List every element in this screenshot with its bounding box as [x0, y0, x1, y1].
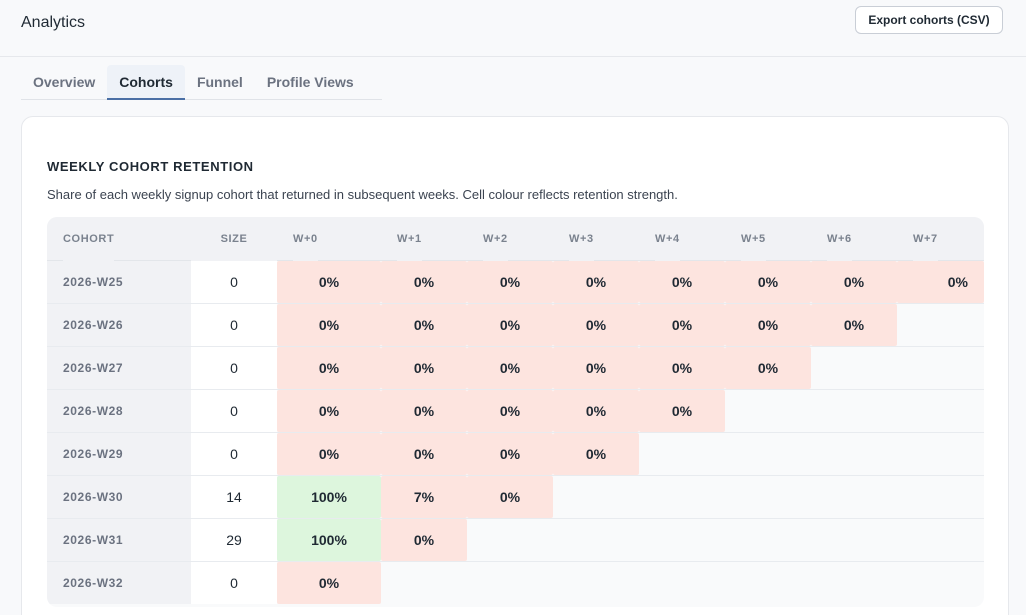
retention-cell: 100% — [277, 519, 381, 561]
cohort-label: 2026-W31 — [47, 519, 191, 561]
retention-cell: 0% — [553, 433, 639, 475]
cohort-size: 0 — [191, 390, 277, 432]
cohort-label: 2026-W32 — [47, 562, 191, 604]
retention-cell: 0% — [725, 261, 811, 303]
retention-cell: 0% — [553, 347, 639, 389]
retention-cell: 0% — [639, 390, 725, 432]
retention-cell: 0% — [277, 304, 381, 346]
retention-cell: 0% — [467, 304, 553, 346]
retention-cell: 0% — [725, 304, 811, 346]
column-header-wplus6: W+6 — [827, 217, 852, 261]
cohort-size: 14 — [191, 476, 277, 518]
cohort-size: 0 — [191, 562, 277, 604]
tab-funnel[interactable]: Funnel — [196, 74, 243, 90]
retention-cell: 0% — [381, 390, 467, 432]
retention-cell: 0% — [467, 390, 553, 432]
cohort-retention-card: WEEKLY COHORT RETENTION Share of each we… — [21, 116, 1009, 615]
column-header-wplus2: W+2 — [483, 217, 508, 261]
cohort-label: 2026-W27 — [47, 347, 191, 389]
retention-cell: 0% — [467, 476, 553, 518]
column-header-wplus4: W+4 — [655, 217, 680, 261]
retention-cell: 0% — [553, 261, 639, 303]
retention-cell: 0% — [467, 433, 553, 475]
row-divider — [47, 475, 984, 476]
retention-cell: 100% — [277, 476, 381, 518]
tab-overview[interactable]: Overview — [33, 74, 96, 90]
cohort-label: 2026-W25 — [47, 261, 191, 303]
retention-cell: 0% — [277, 261, 381, 303]
card-subtitle: Share of each weekly signup cohort that … — [47, 187, 678, 202]
retention-cell: 0% — [467, 261, 553, 303]
column-header-wplus3: W+3 — [569, 217, 594, 261]
cohort-label: 2026-W30 — [47, 476, 191, 518]
column-header-wplus1: W+1 — [397, 217, 422, 261]
tab-bar: Overview Cohorts Funnel Profile Views — [21, 65, 382, 100]
retention-cell: 0% — [277, 347, 381, 389]
tab-profile-views[interactable]: Profile Views — [266, 74, 354, 90]
page-title: Analytics — [21, 14, 86, 31]
cohort-retention-table: COHORT SIZE W+0 W+1 W+2 W+3 W+4 W+5 W+6 W+7 2026-W… — [47, 217, 984, 607]
retention-cell: 0% — [381, 261, 467, 303]
export-cohorts-button[interactable]: Export cohorts (CSV) — [855, 6, 1003, 34]
cohort-label: 2026-W29 — [47, 433, 191, 475]
retention-cell: 0% — [811, 261, 897, 303]
row-divider — [47, 432, 984, 433]
retention-cell: 0% — [277, 562, 381, 604]
retention-cell: 0% — [381, 347, 467, 389]
retention-cell: 0% — [277, 433, 381, 475]
tab-cohorts[interactable]: Cohorts — [107, 65, 185, 100]
column-header-wplus0: W+0 — [293, 217, 318, 261]
cohort-size: 29 — [191, 519, 277, 561]
cohort-size: 0 — [191, 347, 277, 389]
top-bar: Analytics Export cohorts (CSV) — [0, 0, 1026, 57]
retention-cell: 0% — [381, 304, 467, 346]
column-header-wplus7: W+7 — [913, 217, 938, 261]
retention-cell: 0% — [381, 519, 467, 561]
retention-cell: 0% — [897, 261, 984, 303]
row-divider — [47, 561, 984, 562]
retention-cell: 0% — [467, 347, 553, 389]
retention-cell: 0% — [639, 304, 725, 346]
cohort-size: 0 — [191, 261, 277, 303]
row-divider — [47, 303, 984, 304]
retention-cell: 0% — [725, 347, 811, 389]
cohort-label: 2026-W26 — [47, 304, 191, 346]
retention-cell: 0% — [277, 390, 381, 432]
row-divider — [47, 518, 984, 519]
retention-cell: 0% — [553, 304, 639, 346]
column-header-wplus5: W+5 — [741, 217, 766, 261]
cohort-label: 2026-W28 — [47, 390, 191, 432]
retention-cell: 0% — [639, 261, 725, 303]
retention-cell: 7% — [381, 476, 467, 518]
column-header-size: SIZE — [191, 217, 277, 261]
retention-cell: 0% — [811, 304, 897, 346]
cohort-size: 0 — [191, 433, 277, 475]
row-divider — [47, 389, 984, 390]
retention-cell: 0% — [381, 433, 467, 475]
column-header-cohort: COHORT — [63, 217, 115, 261]
card-title: WEEKLY COHORT RETENTION — [47, 159, 254, 174]
retention-cell: 0% — [639, 347, 725, 389]
cohort-size: 0 — [191, 304, 277, 346]
retention-cell: 0% — [553, 390, 639, 432]
row-divider — [47, 346, 984, 347]
